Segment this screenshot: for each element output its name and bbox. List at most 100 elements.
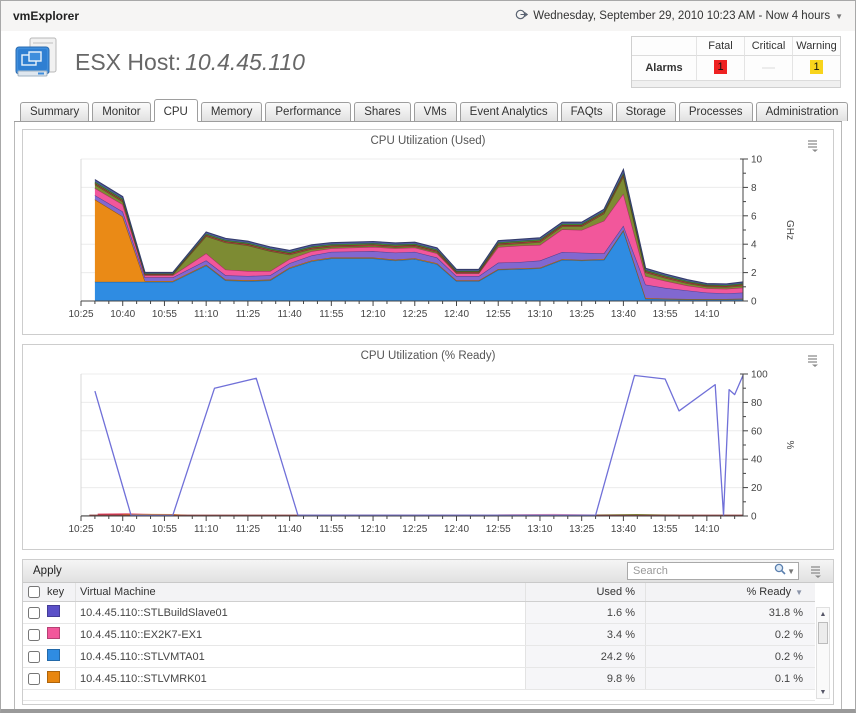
cpu-used-chart: 0 2 4 6 8 10 GHz 10:25 10:40 10:55 11:10 11:25 11:40… bbox=[68, 155, 795, 321]
used-percent: 24.2 % bbox=[525, 646, 645, 667]
scroll-down-icon[interactable]: ▼ bbox=[819, 688, 827, 696]
time-range-selector[interactable]: Wednesday, September 29, 2010 10:23 AM -… bbox=[515, 8, 843, 24]
row-checkbox[interactable] bbox=[28, 606, 40, 619]
chart-options-icon[interactable] bbox=[806, 354, 820, 367]
svg-text:10:55: 10:55 bbox=[152, 309, 177, 320]
alarms-summary: Fatal Critical Warning Alarms 1 1 bbox=[631, 36, 841, 88]
tab-processes[interactable]: Processes bbox=[678, 102, 753, 121]
table-scrollbar[interactable]: ▲ ▼ bbox=[816, 607, 830, 699]
svg-text:11:25: 11:25 bbox=[236, 524, 261, 535]
table-row[interactable]: 10.4.45.110::STLVMRK01 9.8 % 0.1 % bbox=[23, 668, 815, 690]
svg-text:13:40: 13:40 bbox=[611, 309, 636, 320]
series-color-swatch bbox=[47, 649, 60, 661]
row-checkbox[interactable] bbox=[28, 650, 40, 663]
table-options-icon[interactable] bbox=[809, 565, 823, 578]
time-range-caret-icon: ▼ bbox=[835, 11, 843, 21]
svg-text:11:40: 11:40 bbox=[277, 524, 302, 535]
used-percent: 1.6 % bbox=[525, 602, 645, 623]
svg-text:13:40: 13:40 bbox=[611, 524, 636, 535]
fatal-count-badge[interactable]: 1 bbox=[714, 60, 727, 74]
svg-text:11:25: 11:25 bbox=[236, 309, 261, 320]
chart-options-icon[interactable] bbox=[806, 139, 820, 152]
top-bar: vmExplorer Wednesday, September 29, 2010… bbox=[1, 1, 855, 31]
used-percent: 3.4 % bbox=[525, 624, 645, 645]
page-title-value: 10.4.45.110 bbox=[185, 48, 305, 75]
svg-text:11:55: 11:55 bbox=[319, 309, 344, 320]
page-header: ESX Host: 10.4.45.110 Fatal Critical Warn… bbox=[1, 31, 855, 93]
alarms-corner bbox=[632, 37, 696, 56]
tab-vms[interactable]: VMs bbox=[413, 102, 457, 121]
table-toolbar: Apply ▼ bbox=[23, 560, 833, 583]
vm-name: 10.4.45.110::STLVMTA01 bbox=[75, 646, 525, 667]
apply-button[interactable]: Apply bbox=[33, 565, 62, 577]
alarms-col-fatal: Fatal bbox=[696, 37, 744, 56]
row-checkbox[interactable] bbox=[28, 672, 40, 685]
tab-storage[interactable]: Storage bbox=[615, 102, 676, 121]
svg-text:12:10: 12:10 bbox=[361, 309, 386, 320]
cpu-ready-chart: 0 20 40 60 80 100% 10:25 10:40 10:55 11:10 11:25 11… bbox=[68, 370, 795, 536]
svg-text:13:10: 13:10 bbox=[527, 309, 552, 320]
tab-performance[interactable]: Performance bbox=[265, 102, 352, 121]
column-header-ready[interactable]: % Ready ▼ bbox=[645, 583, 815, 601]
esx-host-icon bbox=[13, 37, 65, 87]
page-title-label: ESX Host: bbox=[75, 48, 182, 75]
ready-percent: 0.1 % bbox=[645, 668, 815, 689]
ready-percent: 0.2 % bbox=[645, 646, 815, 667]
table-row[interactable]: 10.4.45.110::EX2K7-EX1 3.4 % 0.2 % bbox=[23, 624, 815, 646]
page-title: ESX Host: 10.4.45.110 bbox=[75, 49, 305, 76]
svg-text:13:10: 13:10 bbox=[527, 524, 552, 535]
svg-text:100: 100 bbox=[751, 370, 768, 381]
column-header-vm[interactable]: Virtual Machine bbox=[75, 583, 525, 601]
svg-text:12:40: 12:40 bbox=[444, 524, 469, 535]
column-header-used[interactable]: Used % bbox=[525, 583, 645, 601]
svg-text:10:25: 10:25 bbox=[68, 309, 93, 320]
svg-text:0: 0 bbox=[751, 297, 757, 308]
cpu-ready-chart-title: CPU Utilization (% Ready) bbox=[360, 350, 496, 362]
tab-monitor[interactable]: Monitor bbox=[92, 102, 151, 121]
vm-name: 10.4.45.110::EX2K7-EX1 bbox=[75, 624, 525, 645]
svg-text:GHz: GHz bbox=[784, 220, 795, 240]
vm-table-panel: Apply ▼ key Virtual Machine Used bbox=[22, 559, 834, 705]
svg-text:12:25: 12:25 bbox=[402, 524, 427, 535]
scroll-up-icon[interactable]: ▲ bbox=[819, 610, 827, 618]
search-icon[interactable] bbox=[773, 562, 787, 581]
tab-shares[interactable]: Shares bbox=[354, 102, 411, 121]
svg-text:11:40: 11:40 bbox=[277, 309, 302, 320]
svg-text:20: 20 bbox=[751, 483, 763, 494]
ready-percent: 31.8 % bbox=[645, 602, 815, 623]
critical-count-badge[interactable] bbox=[762, 67, 775, 69]
scroll-thumb[interactable] bbox=[818, 622, 828, 644]
svg-text:10:40: 10:40 bbox=[110, 524, 135, 535]
svg-text:6: 6 bbox=[751, 211, 757, 222]
cpu-tab-content: CPU Utilization (Used) 0 2 4 6 8 10 GHz 10:25 10… bbox=[14, 122, 842, 709]
cpu-used-chart-panel: CPU Utilization (Used) 0 2 4 6 8 10 GHz 10:25 10… bbox=[22, 129, 834, 335]
tab-summary[interactable]: Summary bbox=[20, 102, 90, 121]
svg-text:8: 8 bbox=[751, 183, 757, 194]
svg-text:40: 40 bbox=[751, 455, 763, 466]
tab-administration[interactable]: Administration bbox=[755, 102, 849, 121]
search-input[interactable] bbox=[633, 565, 774, 577]
svg-text:80: 80 bbox=[751, 398, 763, 409]
used-percent: 9.8 % bbox=[525, 668, 645, 689]
select-all-checkbox[interactable] bbox=[28, 586, 40, 598]
alarms-row-label: Alarms bbox=[645, 62, 683, 74]
alarms-footer bbox=[632, 80, 840, 87]
tab-cpu[interactable]: CPU bbox=[153, 99, 198, 122]
search-options-caret-icon[interactable]: ▼ bbox=[787, 566, 795, 576]
series-color-swatch bbox=[47, 627, 60, 639]
tab-faqts[interactable]: FAQts bbox=[560, 102, 613, 121]
svg-text:10:25: 10:25 bbox=[68, 524, 93, 535]
svg-text:12:40: 12:40 bbox=[444, 309, 469, 320]
svg-text:11:55: 11:55 bbox=[319, 524, 344, 535]
table-row[interactable]: 10.4.45.110::STLBuildSlave01 1.6 % 31.8 … bbox=[23, 602, 815, 624]
table-row[interactable]: 10.4.45.110::STLVMTA01 24.2 % 0.2 % bbox=[23, 646, 815, 668]
tab-memory[interactable]: Memory bbox=[200, 102, 263, 121]
row-checkbox[interactable] bbox=[28, 628, 40, 641]
svg-text:14:10: 14:10 bbox=[694, 309, 719, 320]
svg-text:60: 60 bbox=[751, 426, 763, 437]
series-color-swatch bbox=[47, 605, 60, 617]
tab-event-analytics[interactable]: Event Analytics bbox=[459, 102, 558, 121]
alarms-col-critical: Critical bbox=[744, 37, 792, 56]
warning-count-badge[interactable]: 1 bbox=[810, 60, 823, 74]
